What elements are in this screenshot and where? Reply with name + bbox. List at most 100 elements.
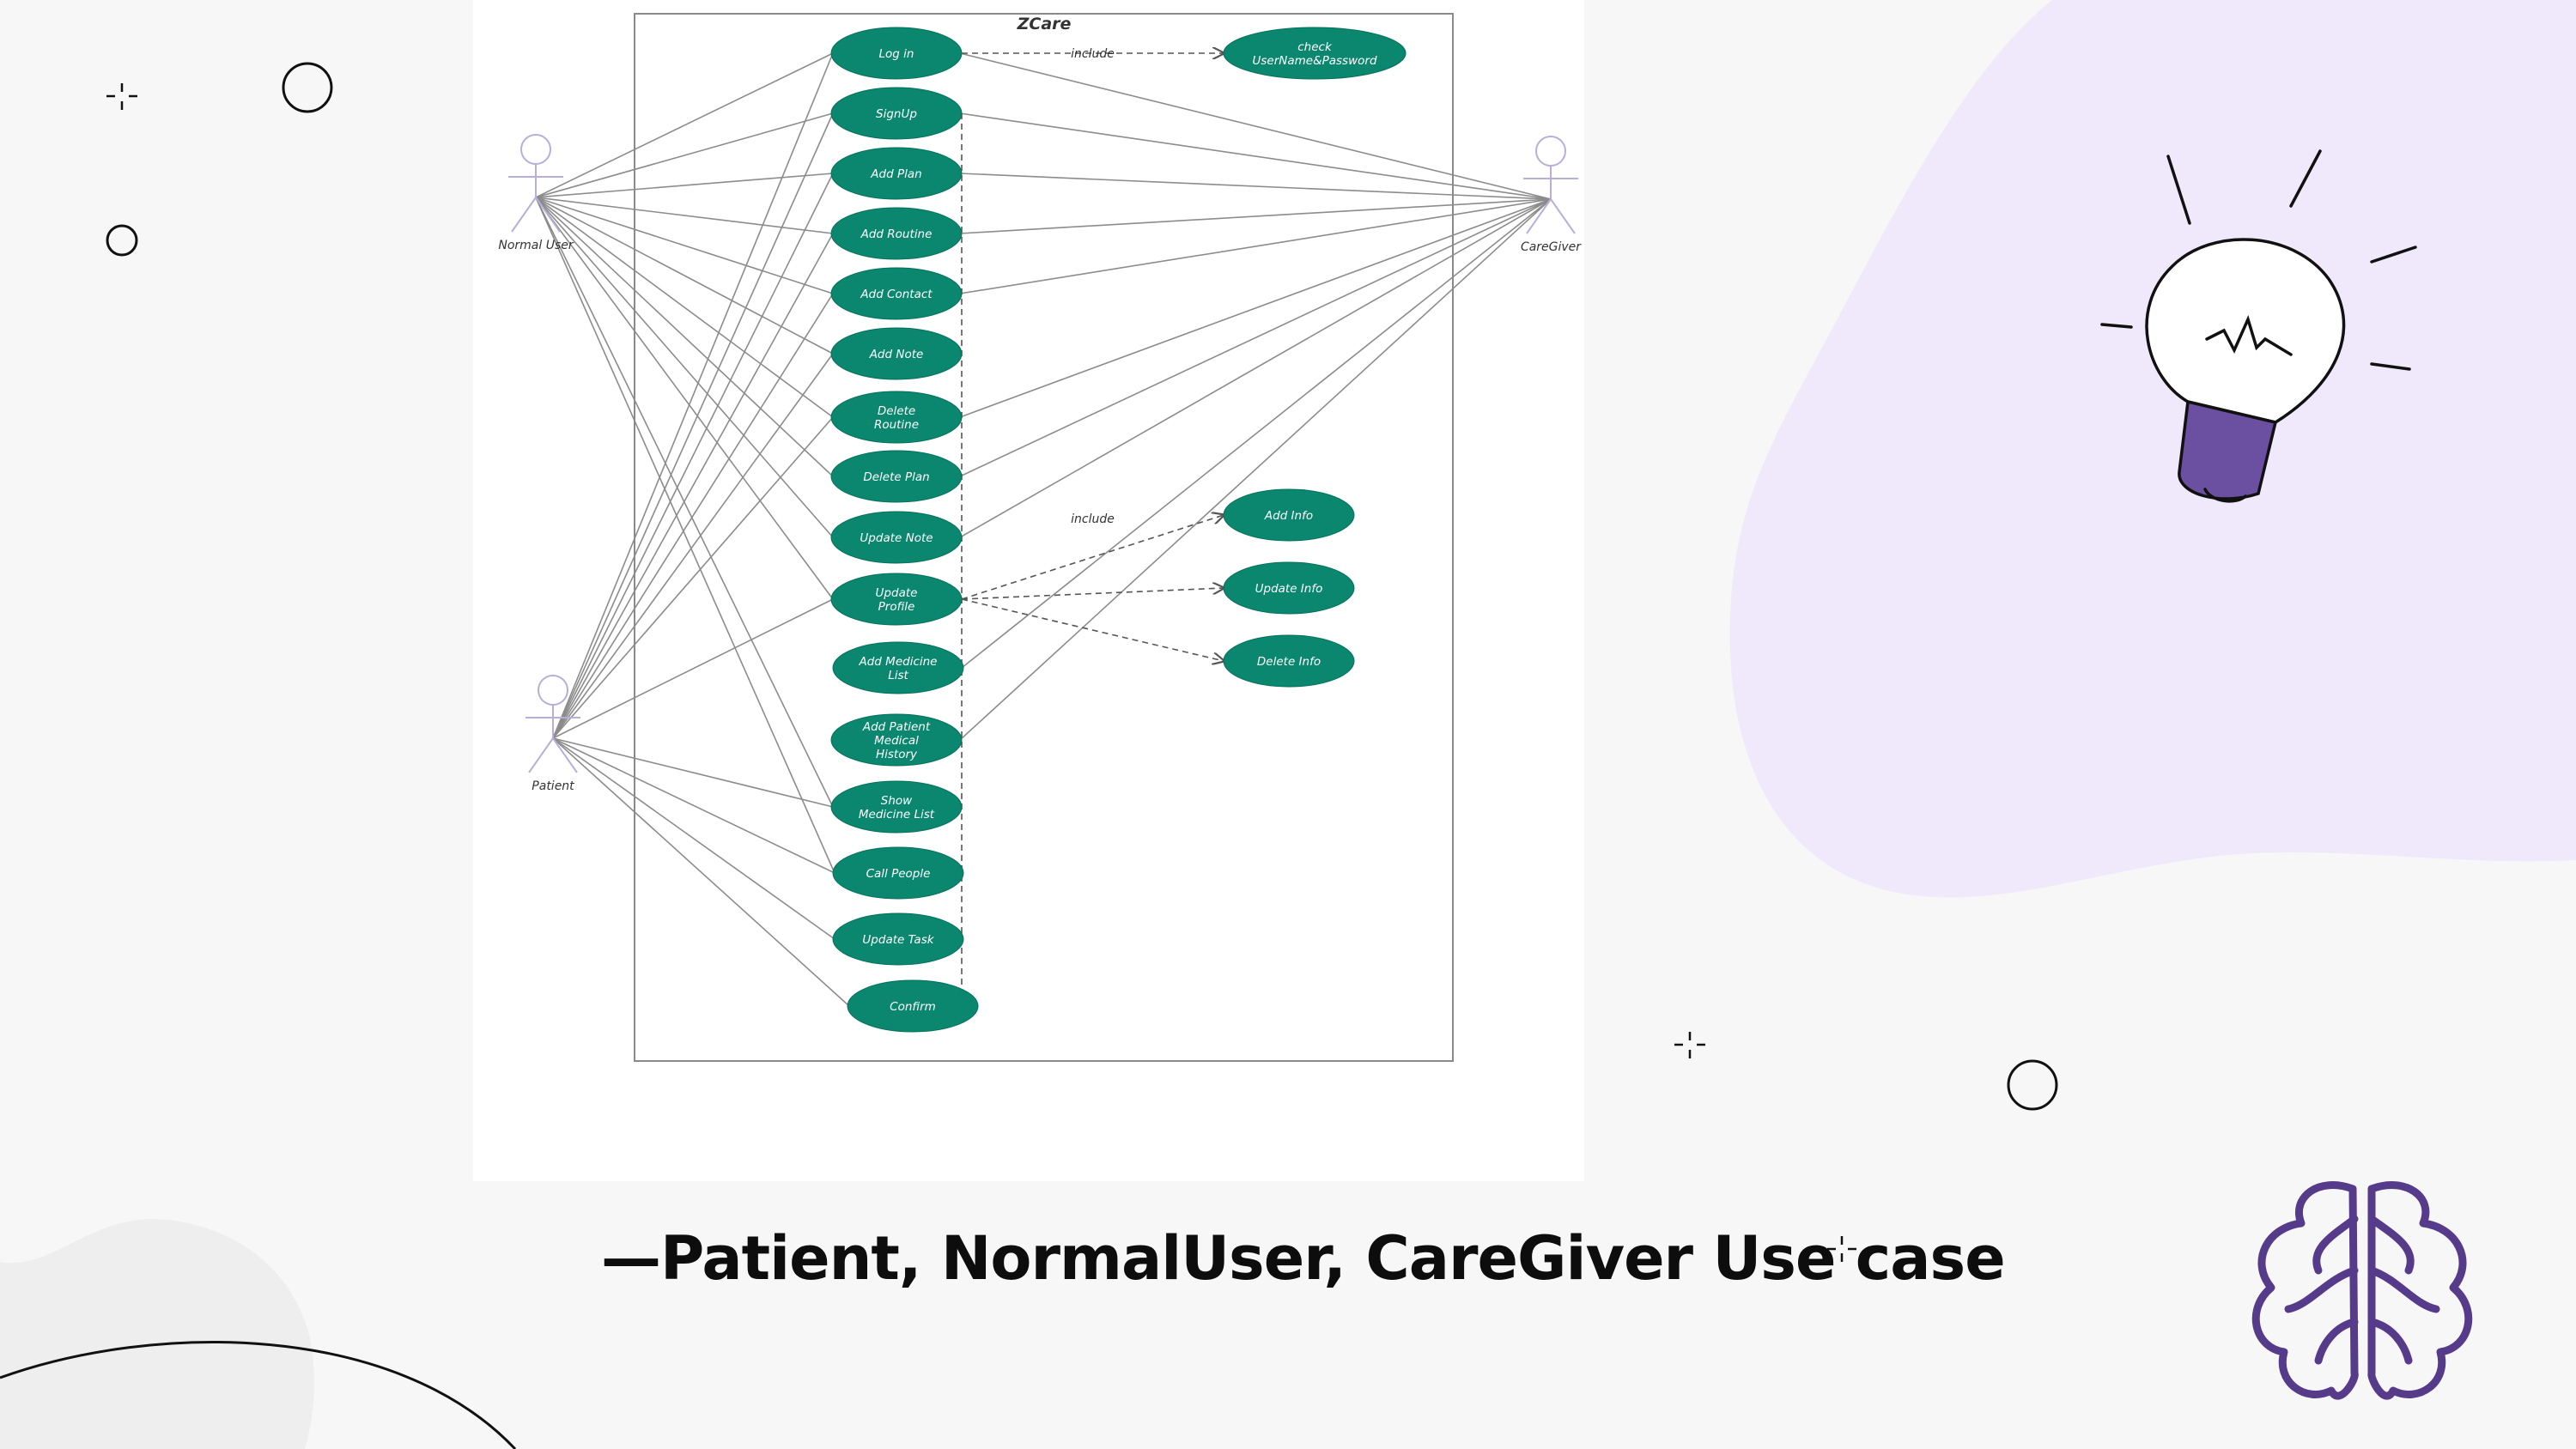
- use-case-signup: SignUp: [830, 87, 963, 140]
- use-case-label: Update: [876, 586, 918, 600]
- association-line: [959, 173, 1552, 200]
- association-line: [535, 197, 834, 294]
- association-line: [552, 52, 834, 739]
- use-case-ellipse: [1223, 561, 1355, 615]
- black-curve: [0, 1341, 517, 1449]
- actor-label: CareGiver: [1521, 240, 1582, 254]
- use-case-ellipse: [1223, 27, 1406, 80]
- association-line: [535, 197, 834, 477]
- association-line: [552, 737, 835, 874]
- lightbulb-icon: [2100, 149, 2417, 503]
- use-case-label: History: [876, 748, 918, 761]
- sparkle-decoration: [106, 83, 137, 110]
- use-case-label: Update Task: [862, 933, 934, 947]
- use-case-label: Add Medicine: [859, 655, 938, 669]
- association-line: [959, 198, 1552, 477]
- association-line: [535, 112, 834, 198]
- association-line: [552, 173, 834, 739]
- use-case-call: Call People: [832, 846, 964, 900]
- use-case-label: Confirm: [890, 1000, 936, 1014]
- use-case-addplan: Add Plan: [830, 147, 963, 200]
- actor-label: Normal User: [498, 239, 574, 252]
- use-case-ellipse: [830, 327, 963, 380]
- association-line: [552, 737, 835, 940]
- association-line: [535, 173, 834, 198]
- use-case-label: Add Routine: [860, 227, 933, 241]
- use-case-label: SignUp: [876, 107, 917, 121]
- use-case-ellipse: [832, 641, 964, 694]
- use-case-label: check: [1297, 40, 1333, 54]
- association-line: [959, 198, 1552, 234]
- association-line: [535, 197, 834, 418]
- use-case-diagram: ZCare include include Log in SignUp Add Pla…: [498, 13, 1582, 1062]
- use-case-ellipse: [830, 27, 963, 80]
- use-case-login: Log in: [830, 27, 963, 80]
- use-case-ellipse: [830, 713, 963, 767]
- association-line: [535, 197, 834, 234]
- use-case-label: List: [888, 669, 908, 682]
- use-case-ellipse: [1223, 488, 1355, 542]
- use-case-label: Add Info: [1264, 509, 1313, 523]
- include-label: include: [1071, 512, 1115, 526]
- use-case-label: Update Info: [1255, 582, 1323, 596]
- use-case-ellipse: [830, 511, 963, 564]
- association-line: [959, 198, 1552, 418]
- actor-patient: Patient: [526, 675, 580, 793]
- association-line: [535, 197, 834, 538]
- use-case-label: Update Note: [860, 531, 933, 545]
- use-case-ellipse: [830, 207, 963, 260]
- include-arrow: [961, 515, 1224, 600]
- include-label: include: [1071, 47, 1115, 61]
- system-boundary: [634, 13, 1454, 1062]
- association-line: [552, 293, 834, 739]
- slide-caption: —Patient, NormalUser, CareGiver Use case: [601, 1223, 2006, 1294]
- use-case-delplan: Delete Plan: [830, 450, 963, 503]
- circle-decoration: [106, 224, 138, 257]
- association-line: [552, 353, 834, 739]
- brain-icon: [2251, 1181, 2473, 1400]
- use-case-label: Call People: [866, 867, 931, 881]
- association-line: [535, 52, 834, 198]
- grey-blob: [0, 1219, 315, 1449]
- use-case-ellipse: [1223, 634, 1355, 688]
- diagram-panel: ZCare include include Log in SignUp Add Pla…: [473, 0, 1584, 1181]
- system-title: ZCare: [1017, 15, 1072, 33]
- use-case-label: Add Note: [869, 348, 924, 361]
- use-case-ellipse: [830, 267, 963, 320]
- association-line: [959, 198, 1552, 294]
- use-case-ellipse: [830, 450, 963, 503]
- use-case-ellipse: [830, 780, 963, 834]
- use-case-ellipse: [830, 87, 963, 140]
- association-line: [959, 112, 1552, 200]
- use-case-ellipse: [832, 912, 964, 966]
- circle-decoration: [282, 62, 333, 113]
- use-case-updinfo: Update Info: [1223, 561, 1355, 615]
- use-case-label: Add Contact: [860, 288, 933, 301]
- association-line: [961, 198, 1552, 669]
- association-line: [552, 112, 834, 739]
- association-line: [552, 598, 834, 739]
- association-line: [535, 197, 834, 355]
- association-line: [959, 198, 1552, 741]
- use-case-label: Medical: [874, 734, 919, 748]
- use-case-updnote: Update Note: [830, 511, 963, 564]
- lavender-blob: [1729, 0, 2576, 898]
- association-line: [552, 737, 850, 1007]
- actor-label: Patient: [532, 779, 574, 793]
- use-case-label: Delete Plan: [863, 470, 929, 484]
- use-case-label: Show: [881, 794, 913, 808]
- use-case-label: UserName&Password: [1252, 54, 1376, 68]
- actor-normal: Normal User: [498, 134, 574, 252]
- use-case-label: Routine: [874, 418, 919, 432]
- association-line: [959, 52, 1552, 200]
- use-case-ellipse: [832, 846, 964, 900]
- use-case-label: Add Plan: [870, 167, 921, 181]
- sparkle-decoration: [1827, 1236, 1856, 1262]
- use-case-ellipse: [830, 573, 963, 626]
